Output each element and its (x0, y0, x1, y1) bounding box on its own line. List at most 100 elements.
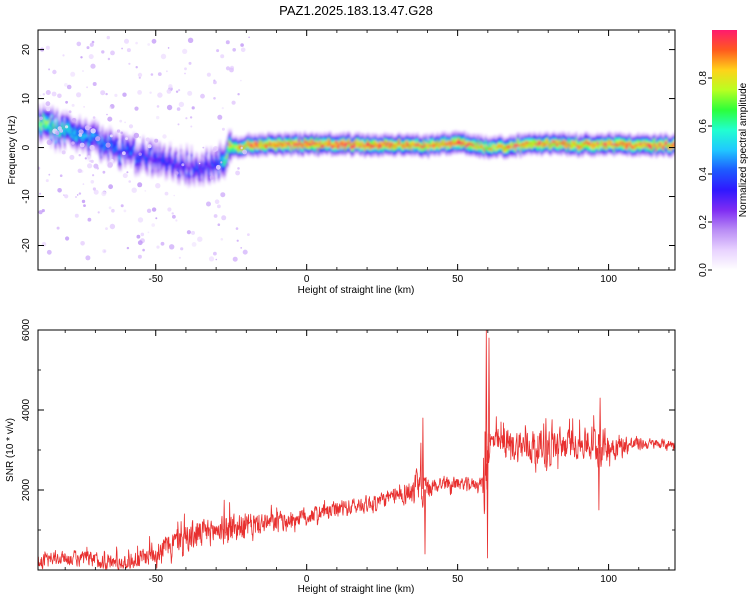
spectrogram-cell (404, 136, 407, 139)
spectrogram-cell (361, 138, 364, 141)
spectrogram-cell (148, 161, 151, 165)
spectrogram-cell (250, 150, 253, 154)
spectrogram-cell (240, 140, 243, 144)
spectrogram-cell (272, 146, 275, 149)
spectrogram-cell (42, 119, 45, 122)
spectrogram-cell (468, 138, 471, 141)
spectrogram-cell (92, 133, 95, 136)
spectrogram-cell (202, 169, 205, 172)
spectrogram-cell (521, 132, 524, 135)
spectrogram-cell (190, 170, 193, 173)
spectrogram-cell (228, 157, 231, 161)
spectrogram-cell (290, 149, 293, 153)
spectrogram-cell (296, 135, 299, 138)
spectrogram-cell (484, 144, 487, 147)
spectrogram-cell (505, 149, 508, 153)
spectrogram-cell (368, 154, 371, 157)
spectrogram-cell (297, 155, 300, 158)
spectrogram-cell (471, 140, 474, 143)
spectrogram-cell (300, 140, 303, 143)
spectrogram-cell (115, 147, 118, 151)
spectrogram-cell (359, 142, 362, 145)
spectrogram-cell (161, 163, 164, 166)
spectrogram-cell (211, 153, 214, 156)
spectrogram-cell (145, 163, 148, 166)
spectrogram-cell (388, 150, 391, 153)
spectrogram-cell (445, 152, 448, 155)
spectrogram-cell (105, 148, 108, 151)
spectrogram-cell (182, 168, 185, 171)
spectrogram-cell (60, 120, 63, 123)
spectrogram-cell (472, 143, 475, 147)
spectrogram-cell (398, 143, 401, 147)
spectrogram-cell (77, 124, 80, 127)
spectrogram-cell (65, 111, 68, 114)
spectrogram-cell (78, 138, 81, 141)
spectrogram-cell (419, 141, 422, 144)
spectrogram-cell (450, 144, 453, 147)
spectrogram-cell (323, 138, 326, 141)
spectrogram-cell (136, 141, 139, 145)
spectrogram-cell (349, 140, 352, 144)
spectrogram-cell (499, 149, 502, 152)
spectrogram-cell (128, 159, 131, 162)
spectrogram-cell (151, 176, 154, 179)
spectrogram-cell (204, 169, 207, 172)
spectrogram-cell (220, 149, 223, 152)
spectrogram-cell (65, 113, 68, 116)
spectrogram-cell (148, 163, 151, 166)
spectrogram-cell (142, 143, 145, 146)
spectrogram-cell (115, 141, 118, 144)
spectrogram-cell (90, 137, 93, 140)
spectrogram-cell (509, 135, 512, 139)
spectrogram-cell (127, 142, 130, 145)
spectrogram-cell (51, 106, 54, 109)
spectrogram-cell (400, 146, 403, 149)
spectrogram-cell (463, 149, 466, 152)
spectrogram-cell (345, 145, 348, 149)
spectrogram-cell (59, 140, 62, 143)
spectrogram-cell (265, 153, 268, 156)
spectrogram-cell (321, 153, 324, 157)
spectrogram-cell (380, 152, 383, 156)
spectrogram-cell (166, 172, 169, 175)
spectrogram-cell (90, 132, 93, 135)
spectrogram-cell (68, 135, 71, 138)
spectrogram-cell (69, 139, 72, 142)
spectrogram-cell (169, 143, 172, 146)
spectrogram-cell (77, 128, 80, 131)
spectrogram-cell (77, 119, 80, 122)
spectrogram-cell (490, 151, 493, 154)
spectrogram-cell (297, 143, 300, 146)
spectrogram-cell (368, 149, 371, 152)
spectrogram-cell (448, 150, 451, 153)
spectrogram-cell (513, 134, 516, 137)
spectrogram-cell (246, 146, 249, 149)
spectrogram-cell (253, 141, 256, 144)
spectrogram-cell (285, 148, 288, 151)
spectrogram-cell (38, 117, 41, 120)
spectrogram-cell (522, 151, 525, 154)
spectrogram-cell (531, 139, 534, 142)
spectrogram-cell (401, 144, 404, 147)
spectrogram-cell (211, 165, 214, 168)
spectrogram-cell (104, 143, 107, 146)
spectrogram-cell (353, 149, 356, 153)
spectrogram-cell (98, 134, 101, 137)
spectrogram-cell (196, 166, 199, 170)
spectrogram-cell (442, 148, 445, 152)
spectrogram-cell (130, 165, 133, 168)
spectrogram-cell (128, 152, 131, 155)
spectrogram-cell (382, 151, 385, 154)
spectrogram-cell (362, 150, 365, 153)
spectrogram-cell (214, 173, 217, 176)
spectrogram-cell (336, 143, 339, 146)
spectrogram-cell (311, 136, 314, 139)
spectrogram-cell (454, 145, 457, 148)
spectrogram-cell (406, 151, 409, 154)
spectrogram-cell (232, 153, 235, 156)
spectrogram-cell (59, 143, 62, 147)
spectrogram-cell (453, 147, 456, 150)
spectrogram-cell (389, 133, 392, 136)
spectrogram-cell (320, 142, 323, 146)
